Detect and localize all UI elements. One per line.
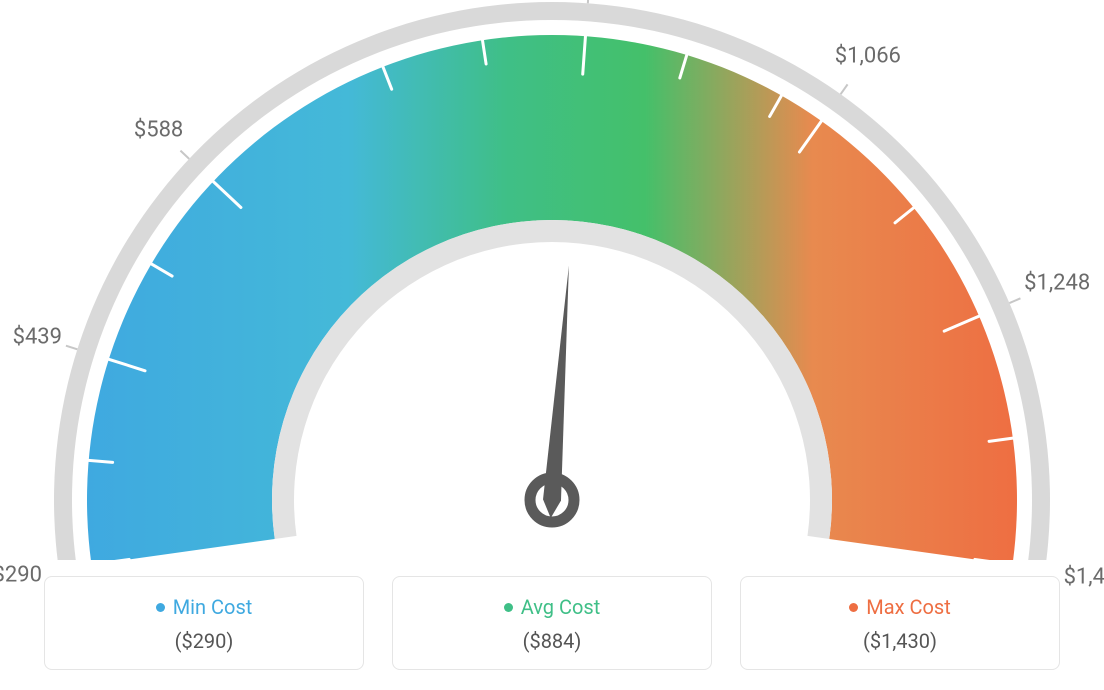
gauge-svg [0,0,1104,560]
legend-title-text: Min Cost [173,595,253,619]
legend-title-max: Max Cost [849,595,951,619]
legend-row: Min Cost ($290) Avg Cost ($884) Max Cost… [0,576,1104,670]
gauge-tick-label: $588 [134,118,183,143]
legend-card-max: Max Cost ($1,430) [740,576,1060,670]
legend-value-avg: ($884) [403,629,701,653]
legend-title-text: Max Cost [866,595,951,619]
legend-value-min: ($290) [55,629,353,653]
dot-icon [504,603,513,612]
gauge-tick-label: $1,066 [835,43,901,68]
gauge-tick-label: $1,248 [1024,270,1090,295]
legend-value-max: ($1,430) [751,629,1049,653]
legend-title-min: Min Cost [156,595,253,619]
gauge-tick-label: $439 [13,324,62,349]
gauge-chart-container: $290$439$588$884$1,066$1,248$1,430 Min C… [0,0,1104,690]
legend-title-avg: Avg Cost [504,595,601,619]
legend-card-min: Min Cost ($290) [44,576,364,670]
gauge-area: $290$439$588$884$1,066$1,248$1,430 [0,0,1104,560]
dot-icon [849,603,858,612]
dot-icon [156,603,165,612]
legend-title-text: Avg Cost [521,595,601,619]
legend-card-avg: Avg Cost ($884) [392,576,712,670]
